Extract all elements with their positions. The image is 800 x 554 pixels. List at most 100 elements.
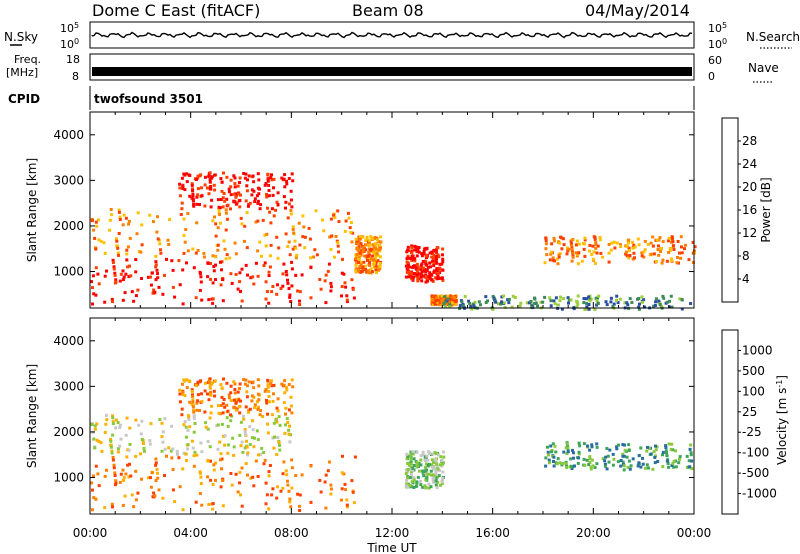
heatmap-cell [95, 224, 99, 228]
heatmap-cell [95, 438, 99, 442]
heatmap-cell [434, 476, 438, 480]
heatmap-cell [239, 399, 242, 403]
heatmap-cell [328, 235, 332, 239]
heatmap-cell [160, 421, 164, 425]
heatmap-cell [202, 255, 206, 259]
heatmap-cell [484, 295, 488, 299]
heatmap-cell [502, 301, 506, 305]
heatmap-cell [616, 301, 620, 305]
heatmap-cell [264, 280, 268, 284]
heatmap-cell [284, 232, 288, 236]
heatmap-cell [545, 253, 549, 257]
heatmap-cell [219, 452, 223, 456]
heatmap-cell [251, 475, 255, 479]
heatmap-cell [264, 388, 268, 391]
heatmap-cell [234, 252, 238, 256]
heatmap-cell [154, 263, 158, 267]
heatmap-cell [177, 259, 181, 263]
heatmap-cell [90, 423, 94, 426]
heatmap-cell [207, 192, 211, 196]
heatmap-cell [329, 281, 333, 285]
heatmap-cell [91, 302, 94, 306]
heatmap-cell [179, 213, 183, 216]
heatmap-cell [351, 231, 355, 235]
heatmap-cell [656, 248, 660, 251]
heatmap-cell [270, 384, 274, 388]
heatmap-cell [500, 295, 504, 299]
heatmap-cell [553, 302, 557, 306]
heatmap-cell [661, 240, 665, 244]
heatmap-cell [633, 256, 636, 260]
heatmap-cell [577, 456, 581, 460]
heatmap-cell [368, 239, 372, 243]
heatmap-cell [689, 453, 693, 457]
heatmap-cell [132, 299, 136, 303]
heatmap-cell [208, 386, 212, 390]
heatmap-cell [416, 267, 420, 271]
heatmap-cell [658, 236, 662, 240]
heatmap-cell [294, 256, 298, 260]
heatmap-cell [611, 304, 615, 308]
heatmap-cell [251, 174, 255, 178]
heatmap-cell [423, 269, 426, 273]
heatmap-cell [134, 469, 138, 473]
heatmap-cell [572, 456, 575, 460]
heatmap-cell [556, 303, 560, 307]
heatmap-cell [404, 472, 408, 475]
heatmap-cell [190, 439, 194, 443]
heatmap-cell [272, 392, 275, 396]
heatmap-cell [285, 417, 289, 421]
heatmap-cell [282, 383, 286, 387]
heatmap-cell [262, 264, 266, 268]
heatmap-cell [247, 409, 251, 413]
heatmap-cell [154, 265, 158, 269]
heatmap-cell [253, 406, 257, 410]
heatmap-cell [548, 296, 552, 300]
heatmap-cell [275, 200, 279, 204]
heatmap-cell [619, 459, 623, 462]
heatmap-cell [407, 272, 411, 276]
heatmap-cell [539, 300, 543, 304]
heatmap-cell [607, 260, 611, 264]
heatmap-cell [245, 184, 249, 188]
heatmap-cell [585, 301, 589, 305]
heatmap-cell [665, 259, 669, 263]
heatmap-cell [587, 295, 591, 299]
heatmap-cell [345, 298, 349, 302]
time-axis-title: Time UT [366, 541, 417, 554]
heatmap-cell [657, 238, 661, 242]
heatmap-cell [430, 273, 434, 277]
heatmap-cell [253, 436, 256, 440]
heatmap-cell [152, 220, 155, 224]
heatmap-cell [237, 398, 241, 402]
heatmap-cell [356, 248, 360, 252]
heatmap-cell [621, 460, 625, 464]
heatmap-cell [435, 246, 439, 250]
heatmap-cell [412, 478, 416, 482]
heatmap-cell [319, 287, 323, 291]
heatmap-cell [277, 415, 281, 419]
heatmap-cell [333, 255, 336, 259]
heatmap-cell [569, 298, 573, 302]
heatmap-cell [637, 454, 641, 458]
heatmap-cell [285, 182, 289, 186]
heatmap-cell [651, 235, 655, 239]
heatmap-cell [238, 387, 241, 390]
heatmap-cell [206, 275, 210, 279]
heatmap-cell [425, 462, 428, 466]
heatmap-cell [605, 447, 609, 450]
heatmap-cell [111, 300, 114, 304]
heatmap-cell [192, 410, 196, 414]
heatmap-cell [415, 461, 419, 465]
heatmap-cell [329, 492, 333, 496]
heatmap-cell [140, 223, 144, 227]
heatmap-cell [110, 449, 114, 453]
heatmap-cell [267, 194, 271, 198]
heatmap-cell [218, 440, 222, 444]
heatmap-cell [437, 255, 441, 259]
heatmap-cell [185, 459, 188, 462]
heatmap-cell [181, 302, 185, 306]
